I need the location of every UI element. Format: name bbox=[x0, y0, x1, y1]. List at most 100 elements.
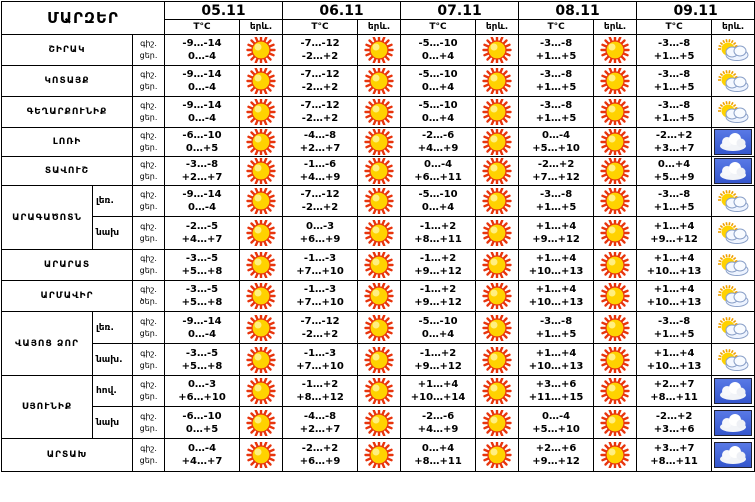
sun-icon bbox=[359, 129, 400, 155]
sun-icon bbox=[241, 99, 282, 125]
night-label: գիշ. bbox=[140, 222, 157, 231]
night-day-label: գիշ. ցեր. bbox=[131, 156, 166, 186]
temperature-cell: -2…+2 +3…+7 bbox=[636, 127, 713, 157]
sun-icon bbox=[241, 378, 282, 404]
region-name: ԱՐԱՐԱՏ bbox=[1, 249, 133, 281]
night-day-label: գիշ. ցեր. bbox=[131, 96, 166, 128]
temperature-cell: 0…-4 +5…+10 bbox=[518, 406, 595, 439]
night-temperature: -5…-10 bbox=[418, 100, 458, 111]
night-day-label: գիշ. ցեր. bbox=[131, 438, 166, 472]
night-temperature: -7…-12 bbox=[300, 38, 340, 49]
region-name: ՍՅՈՒՆԻՔ bbox=[1, 375, 93, 439]
weather-icon-cell bbox=[593, 127, 638, 157]
region-name: ՎԱՅՈՑ ՁՈՐ bbox=[1, 311, 93, 376]
weather-icon-cell bbox=[357, 406, 402, 439]
day-temperature: 0…-4 bbox=[187, 51, 217, 62]
sun-icon bbox=[241, 442, 282, 468]
weather-icon-cell bbox=[239, 280, 284, 312]
night-temperature: +3…+7 bbox=[653, 443, 695, 454]
night-temperature: +3…+6 bbox=[535, 379, 577, 390]
sun-icon bbox=[241, 314, 282, 341]
sun-icon bbox=[241, 129, 282, 155]
day-temperature: 0…+4 bbox=[421, 51, 455, 62]
weather-icon-cell bbox=[711, 216, 755, 250]
region-name: ԿՈՏԱՅՔ bbox=[1, 65, 133, 97]
day-label: ցեր. bbox=[139, 328, 158, 338]
temperature-cell: +1…+4 +9…+12 bbox=[518, 216, 595, 250]
region-row: ԳԵՂԱՐՔՈՒՆԻՔ գիշ. ցեր. -9…-14 0…-4 -7…-12 -2…+2… bbox=[1, 96, 755, 128]
day-temperature: +8…+11 bbox=[414, 234, 462, 245]
night-temperature: -3…-8 bbox=[539, 38, 573, 49]
weather-icon-cell bbox=[475, 65, 520, 97]
subregion-name: նախ bbox=[92, 216, 133, 250]
day-temperature: -2…+2 bbox=[301, 202, 339, 213]
day-temperature: +7…+10 bbox=[296, 297, 344, 308]
day-temperature: +1…+5 bbox=[535, 113, 577, 124]
temperature-cell: -7…-12 -2…+2 bbox=[282, 65, 359, 97]
day-label: ցեր. bbox=[139, 172, 158, 181]
night-day-label: գիշ. ցեր. bbox=[131, 34, 166, 66]
temperature-cell: -5…-10 0…+4 bbox=[400, 311, 477, 344]
weather-icon-cell bbox=[357, 156, 402, 186]
temp-column-header: T°C bbox=[282, 19, 359, 35]
temperature-cell: -3…-8 +1…+5 bbox=[636, 65, 713, 97]
temperature-cell: -9…-14 0…-4 bbox=[164, 311, 241, 344]
sun-icon bbox=[595, 99, 636, 125]
day-temperature: +9…+12 bbox=[650, 234, 698, 245]
temperature-cell: -7…-12 -2…+2 bbox=[282, 311, 359, 344]
day-temperature: +8…+12 bbox=[296, 392, 344, 403]
night-temperature: +1…+4 bbox=[653, 221, 695, 232]
sun-icon bbox=[359, 346, 400, 373]
weather-icon-cell bbox=[357, 249, 402, 281]
sun-icon bbox=[241, 409, 282, 436]
day-temperature: +1…+5 bbox=[535, 82, 577, 93]
day-temperature: +2…+7 bbox=[299, 143, 341, 154]
region-row: ՇԻՐԱԿ գիշ. ցեր. -9…-14 0…-4 -7…-12 -2…+2 -5…-10… bbox=[1, 34, 755, 66]
day-temperature: +7…+12 bbox=[532, 172, 580, 183]
sun-icon bbox=[241, 346, 282, 373]
cloud-icon bbox=[713, 378, 754, 404]
night-day-label: գիշ. ցեր. bbox=[131, 65, 166, 97]
night-temperature: +1…+4 bbox=[535, 221, 577, 232]
night-temperature: -7…-12 bbox=[300, 315, 340, 327]
temperature-cell: +1…+4 +10…+13 bbox=[636, 280, 713, 312]
weather-icon-cell bbox=[475, 96, 520, 128]
temperature-cell: 0…-3 +6…+10 bbox=[164, 375, 241, 407]
night-day-label: գիշ. ցեր. bbox=[131, 127, 166, 157]
day-temperature: +9…+12 bbox=[532, 234, 580, 245]
night-day-label: գիշ. ցեր. bbox=[131, 311, 166, 344]
temperature-cell: +1…+4 +10…+13 bbox=[636, 343, 713, 376]
weather-icon-cell bbox=[711, 375, 755, 407]
partly-cloudy-icon bbox=[713, 283, 754, 309]
temperature-cell: -3…-8 +1…+5 bbox=[518, 311, 595, 344]
day-label: ցեր. bbox=[139, 456, 158, 465]
sun-icon bbox=[595, 220, 636, 246]
sun-icon bbox=[359, 188, 400, 214]
partly-cloudy-icon bbox=[713, 37, 754, 63]
sun-icon bbox=[359, 314, 400, 341]
region-name: ԼՈՌԻ bbox=[1, 127, 133, 157]
night-temperature: -6…-10 bbox=[182, 410, 222, 422]
night-temperature: -1…-3 bbox=[303, 253, 337, 264]
temperature-cell: -1…-6 +4…+9 bbox=[282, 156, 359, 186]
night-temperature: -1…+2 bbox=[419, 284, 457, 295]
temperature-cell: 0…-4 +6…+11 bbox=[400, 156, 477, 186]
night-temperature: -1…-3 bbox=[303, 347, 337, 359]
day-temperature: +5…+10 bbox=[532, 423, 580, 435]
weather-icon-cell bbox=[475, 34, 520, 66]
weather-icon-cell bbox=[239, 156, 284, 186]
weather-icon-cell bbox=[711, 185, 755, 217]
weather-icon-cell bbox=[239, 96, 284, 128]
sun-icon bbox=[595, 346, 636, 373]
weather-icon-cell bbox=[593, 249, 638, 281]
sun-icon bbox=[477, 378, 518, 404]
day-temperature: +4…+9 bbox=[417, 143, 459, 154]
weather-icon-cell bbox=[593, 406, 638, 439]
weather-icon-cell bbox=[593, 280, 638, 312]
day-temperature: 0…+5 bbox=[185, 143, 219, 154]
sun-icon bbox=[477, 158, 518, 184]
night-temperature: -3…-8 bbox=[657, 38, 691, 49]
sun-icon bbox=[359, 158, 400, 184]
region-row: ԱՐԱԳԱԾՈՏՆ լեռ. գիշ. ցեր. -9…-14 0…-4 -7…-12 -2…… bbox=[1, 185, 755, 250]
region-row: ՏԱՎՈՒՇ գիշ. ցեր. -3…-8 +2…+7 -1…-6 +4…+9 0…-4 +6… bbox=[1, 156, 755, 186]
